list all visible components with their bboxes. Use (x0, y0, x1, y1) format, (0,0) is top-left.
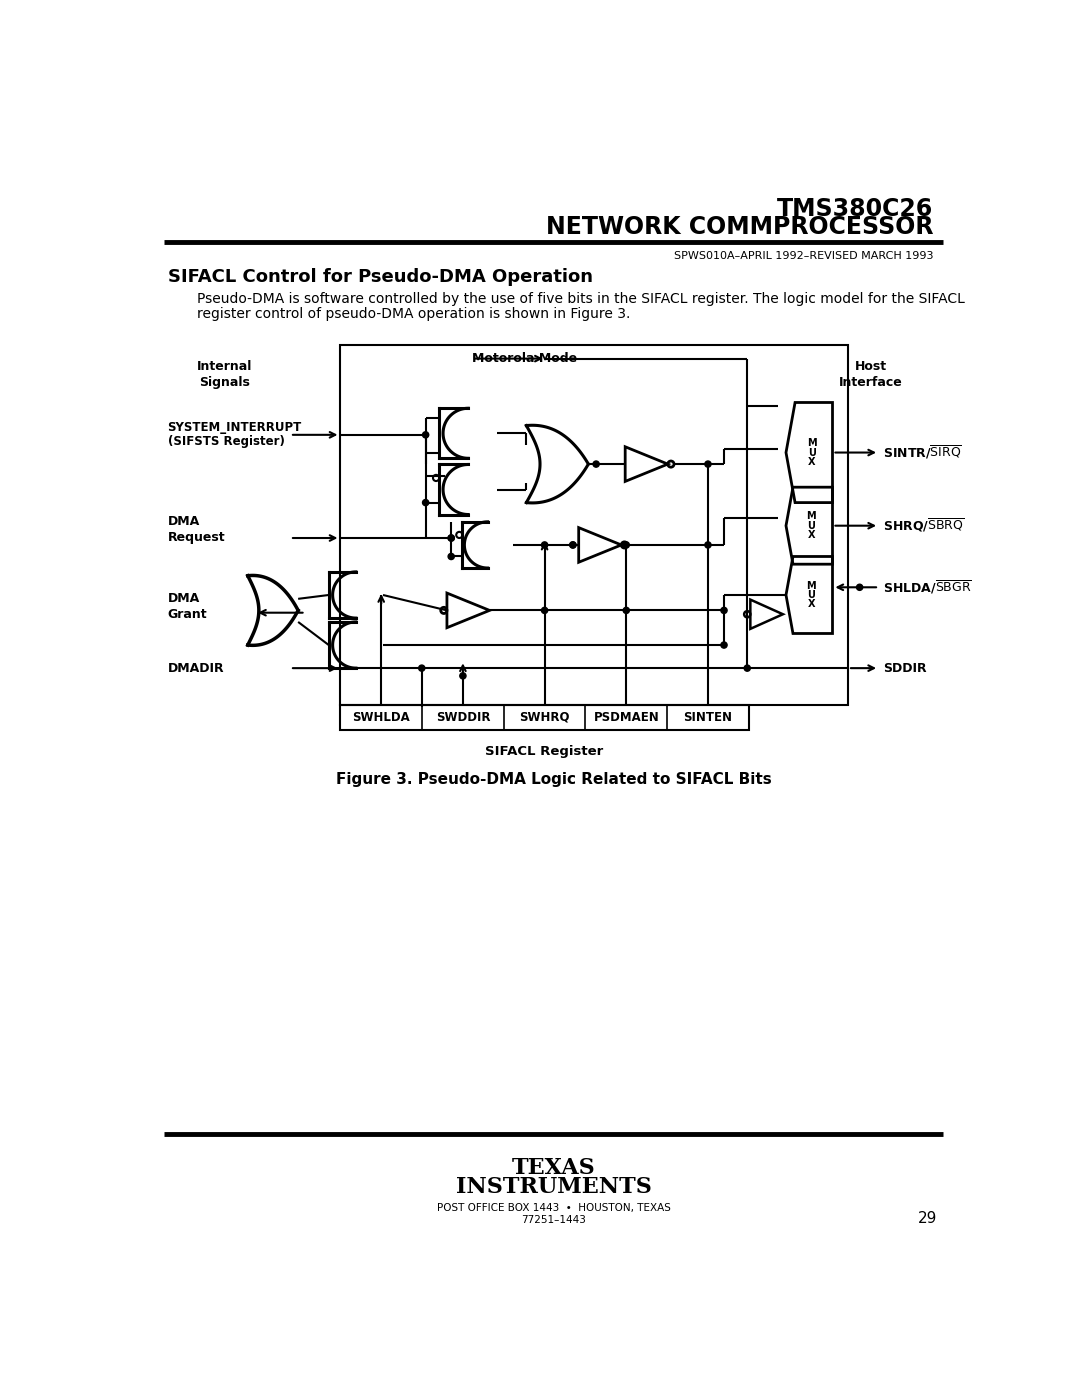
Circle shape (422, 432, 429, 437)
Circle shape (744, 665, 751, 671)
Text: 29: 29 (918, 1211, 937, 1227)
Text: Motorola Mode: Motorola Mode (472, 352, 577, 365)
Circle shape (448, 553, 455, 560)
Text: SPWS010A–APRIL 1992–REVISED MARCH 1993: SPWS010A–APRIL 1992–REVISED MARCH 1993 (674, 251, 933, 261)
Circle shape (541, 608, 548, 613)
Circle shape (541, 542, 548, 548)
Bar (340, 345, 848, 705)
Text: SWDDIR: SWDDIR (435, 711, 490, 724)
Circle shape (623, 542, 630, 548)
Text: SDDIR: SDDIR (882, 662, 927, 675)
Circle shape (448, 535, 455, 541)
Text: Host
Interface: Host Interface (839, 360, 903, 390)
Text: SIFACL Register: SIFACL Register (486, 745, 604, 759)
Text: TMS380C26: TMS380C26 (777, 197, 933, 221)
Circle shape (570, 542, 576, 548)
Text: M
U
X: M U X (807, 439, 816, 467)
Text: DMADIR: DMADIR (167, 662, 225, 675)
Text: DMA
Grant: DMA Grant (167, 592, 207, 622)
Text: DMA
Request: DMA Request (167, 515, 225, 543)
Text: SHRQ/$\overline{\rm SBRQ}$: SHRQ/$\overline{\rm SBRQ}$ (882, 517, 964, 534)
Circle shape (705, 461, 711, 467)
Circle shape (593, 461, 599, 467)
Text: SHLDA/$\overline{\rm SBGR}$: SHLDA/$\overline{\rm SBGR}$ (882, 578, 972, 597)
Text: SWHRQ: SWHRQ (519, 711, 570, 724)
Text: PSDMAEN: PSDMAEN (593, 711, 659, 724)
Circle shape (623, 608, 630, 613)
Circle shape (721, 608, 727, 613)
Circle shape (460, 673, 465, 679)
Circle shape (721, 643, 727, 648)
Text: Pseudo-DMA is software controlled by the use of five bits in the SIFACL register: Pseudo-DMA is software controlled by the… (197, 292, 964, 306)
Text: register control of pseudo-DMA operation is shown in Figure 3.: register control of pseudo-DMA operation… (197, 307, 631, 321)
Circle shape (856, 584, 863, 591)
Circle shape (570, 542, 576, 548)
Text: TEXAS: TEXAS (512, 1157, 595, 1179)
Text: Figure 3. Pseudo-DMA Logic Related to SIFACL Bits: Figure 3. Pseudo-DMA Logic Related to SI… (336, 773, 771, 787)
Circle shape (705, 542, 711, 548)
Text: SIFACL Control for Pseudo-DMA Operation: SIFACL Control for Pseudo-DMA Operation (167, 268, 593, 286)
Text: 77251–1443: 77251–1443 (521, 1215, 586, 1225)
Text: POST OFFICE BOX 1443  •  HOUSTON, TEXAS: POST OFFICE BOX 1443 • HOUSTON, TEXAS (436, 1203, 671, 1213)
Circle shape (422, 500, 429, 506)
Circle shape (419, 665, 424, 671)
Text: SINTR/$\overline{\rm SIRQ}$: SINTR/$\overline{\rm SIRQ}$ (882, 444, 962, 461)
Text: Internal
Signals: Internal Signals (198, 360, 253, 390)
Text: NETWORK COMMPROCESSOR: NETWORK COMMPROCESSOR (545, 215, 933, 239)
Text: SWHLDA: SWHLDA (352, 711, 410, 724)
Text: INSTRUMENTS: INSTRUMENTS (456, 1176, 651, 1199)
Bar (340, 705, 748, 729)
Text: (SIFSTS Register): (SIFSTS Register) (167, 436, 284, 448)
Text: SYSTEM_INTERRUPT: SYSTEM_INTERRUPT (167, 422, 301, 434)
Text: M
U
X: M U X (807, 511, 816, 539)
Text: M
U
X: M U X (807, 581, 816, 609)
Circle shape (448, 535, 455, 541)
Text: SINTEN: SINTEN (684, 711, 732, 724)
